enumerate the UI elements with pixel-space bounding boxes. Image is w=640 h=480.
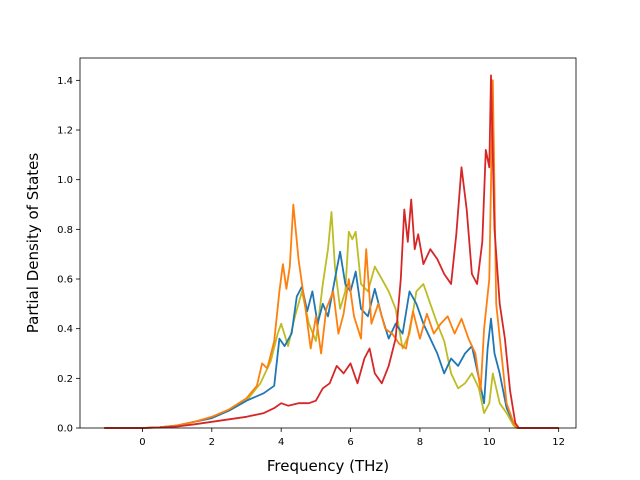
x-tick-label: 4	[278, 437, 284, 448]
series-line-2	[104, 250, 559, 429]
x-tick-label: 12	[552, 437, 565, 448]
x-tick-label: 0	[139, 437, 145, 448]
y-tick-label: 1.4	[57, 76, 73, 87]
y-tick-label: 1.0	[57, 175, 73, 186]
y-tick-label: 0.4	[57, 324, 73, 335]
plot-frame	[79, 57, 577, 429]
y-axis-label: Partial Density of States	[24, 153, 42, 334]
plot-area	[104, 74, 559, 429]
y-tick-label: 0.6	[57, 275, 73, 286]
y-tick-label: 0.2	[57, 374, 73, 385]
series-line-1	[104, 211, 559, 429]
series-line-3	[104, 79, 559, 429]
x-tick-label: 2	[209, 437, 215, 448]
y-tick-label: 0.0	[57, 424, 73, 435]
x-axis-label: Frequency (THz)	[267, 457, 389, 475]
x-tick-label: 8	[417, 437, 423, 448]
y-tick-label: 1.2	[57, 126, 73, 137]
x-axis-ticks: 0 2 4 6 8 10 12	[139, 428, 565, 448]
y-tick-label: 0.8	[57, 225, 73, 236]
x-tick-label: 10	[483, 437, 496, 448]
y-axis-ticks: 0.0 0.2 0.4 0.6 0.8 1.0 1.2 1.4	[57, 76, 80, 435]
x-tick-label: 6	[347, 437, 353, 448]
series-line-4	[104, 74, 559, 429]
